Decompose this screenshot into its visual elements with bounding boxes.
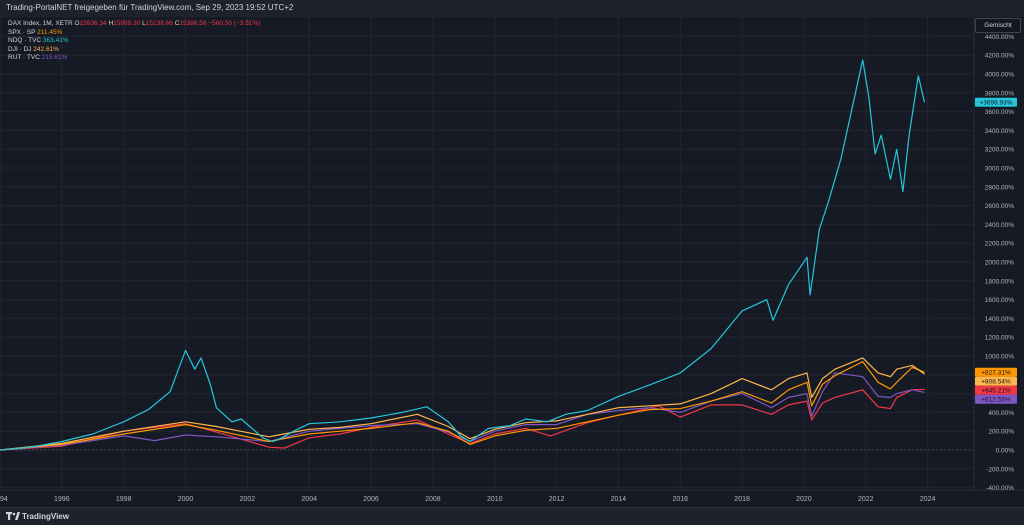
legend-series-name: DJI · DJ xyxy=(8,45,32,53)
y-tick-label: 3800.00% xyxy=(985,90,1014,97)
x-tick-label: 2006 xyxy=(363,496,379,503)
y-tick-label: 0.00% xyxy=(996,448,1015,455)
x-tick-label: 2024 xyxy=(920,496,936,503)
share-caption: Trading-PortalNET freigegeben für Tradin… xyxy=(6,3,294,12)
series-line xyxy=(0,59,926,451)
legend-row-dji[interactable]: DJI · DJ 242.61% xyxy=(8,46,260,55)
y-tick-label: 4400.00% xyxy=(985,34,1014,41)
legend-high: 15989.30 xyxy=(113,20,141,27)
legend-series-name: NDQ · TVC xyxy=(8,37,42,45)
x-tick-label: 2014 xyxy=(611,496,627,503)
last-value-badge xyxy=(975,394,1017,404)
x-tick-label: 2018 xyxy=(734,496,750,503)
legend-change: −560.50 (−3.51%) xyxy=(208,20,261,27)
legend-main-name: DAX Index, 1M, XETR xyxy=(8,20,73,27)
last-value-badge xyxy=(975,385,1017,395)
legend-high-label: H xyxy=(108,20,114,27)
y-tick-label: 400.00% xyxy=(988,410,1014,417)
last-value-label: +3698.93% xyxy=(979,100,1012,107)
x-tick-label: 2020 xyxy=(796,496,812,503)
legend-open: 15936.34 xyxy=(79,20,107,27)
last-value-label: +645.21% xyxy=(981,388,1011,395)
x-tick-label: 2022 xyxy=(858,496,874,503)
last-value-badge xyxy=(975,376,1017,386)
legend-series-name: SPX · SP xyxy=(8,28,36,36)
legend: DAX Index, 1M, XETR O15936.34 H15989.30 … xyxy=(8,20,260,63)
footer-brand: TradingView xyxy=(22,512,69,521)
last-value-badge xyxy=(975,367,1017,377)
y-tick-label: 1200.00% xyxy=(985,335,1014,342)
series-line xyxy=(0,372,925,451)
y-tick-label: 2800.00% xyxy=(985,184,1014,191)
x-tick-label: 2010 xyxy=(487,496,503,503)
y-tick-label: 1000.00% xyxy=(985,354,1014,361)
y-tick-label: 2400.00% xyxy=(985,222,1014,229)
x-tick-label: 2012 xyxy=(549,496,565,503)
y-tick-label: 3000.00% xyxy=(985,166,1014,173)
footer-bar: TradingView xyxy=(0,507,1024,525)
legend-close: 15386.58 xyxy=(179,20,207,27)
x-tick-label: 2002 xyxy=(240,496,256,503)
x-tick-label: 2016 xyxy=(672,496,688,503)
scale-mode-button[interactable]: Gemischt xyxy=(975,18,1021,33)
legend-series-value: 215.61% xyxy=(41,54,68,62)
y-tick-label: 200.00% xyxy=(988,429,1014,436)
y-tick-label: 3200.00% xyxy=(985,147,1014,154)
series-line xyxy=(0,357,925,451)
x-tick-label: 1998 xyxy=(116,496,132,503)
tradingview-logo-icon xyxy=(6,512,20,520)
x-tick-label: 2008 xyxy=(425,496,441,503)
legend-series-value: 211.45% xyxy=(37,28,63,36)
legend-row-rut[interactable]: RUT · TVC 215.61% xyxy=(8,54,260,63)
y-tick-label: 3600.00% xyxy=(985,109,1014,116)
y-tick-label: 4200.00% xyxy=(985,53,1014,60)
title-bar: Trading-PortalNET freigegeben für Tradin… xyxy=(0,0,1024,18)
legend-main-row: DAX Index, 1M, XETR O15936.34 H15989.30 … xyxy=(8,20,260,29)
legend-open-label: O xyxy=(74,20,80,27)
y-tick-label: 1400.00% xyxy=(985,316,1014,323)
x-tick-label: 2000 xyxy=(178,496,194,503)
y-tick-label: 2200.00% xyxy=(985,241,1014,248)
y-tick-label: -400.00% xyxy=(986,485,1014,492)
price-chart[interactable]: 4400.00% 4200.00% 4000.00% 3800.00% 3600.00%… xyxy=(0,17,1024,507)
legend-close-label: C xyxy=(174,20,180,27)
y-tick-label: 2600.00% xyxy=(985,203,1014,210)
x-tick-label: 2004 xyxy=(301,496,317,503)
y-tick-label: 1600.00% xyxy=(985,297,1014,304)
y-tick-label: 2000.00% xyxy=(985,260,1014,267)
legend-series-value: 363.41% xyxy=(42,37,69,45)
last-value-badge xyxy=(975,97,1017,107)
y-tick-label: 1800.00% xyxy=(985,278,1014,285)
legend-series-name: RUT · TVC xyxy=(8,54,40,62)
legend-row-spx[interactable]: SPX · SP 211.45% xyxy=(8,29,260,38)
last-value-label: +808.54% xyxy=(981,379,1011,386)
y-tick-label: -200.00% xyxy=(986,466,1014,473)
y-tick-label: 3400.00% xyxy=(985,128,1014,135)
legend-low-label: L xyxy=(142,20,146,27)
x-tick-label: 1996 xyxy=(54,496,70,503)
legend-low: 15138.66 xyxy=(145,20,173,27)
legend-series-value: 242.61% xyxy=(33,45,59,53)
last-value-label: +612.55% xyxy=(981,397,1011,404)
y-tick-label: 4000.00% xyxy=(985,72,1014,79)
legend-row-ndq[interactable]: NDQ · TVC 363.41% xyxy=(8,37,260,46)
x-tick-label: 1994 xyxy=(0,496,8,503)
last-value-label: +827.31% xyxy=(981,370,1011,377)
